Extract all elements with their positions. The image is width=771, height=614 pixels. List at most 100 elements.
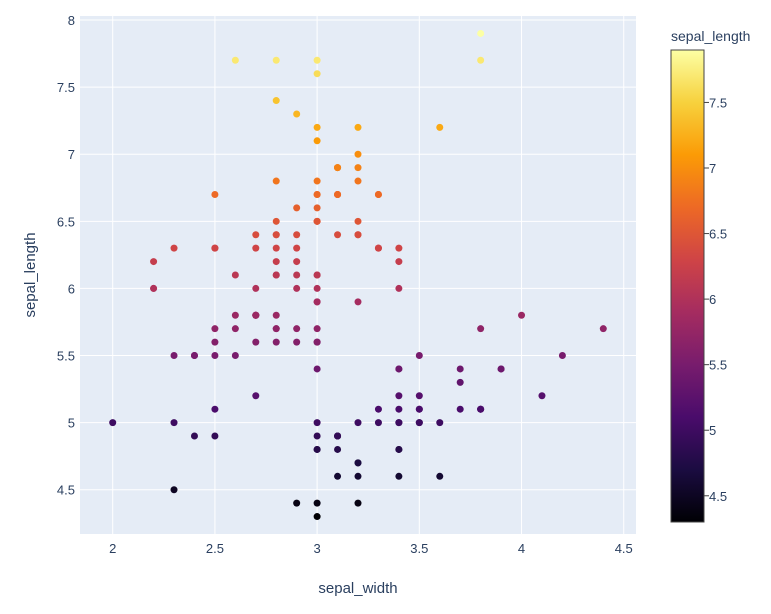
data-point[interactable]	[313, 217, 321, 225]
data-point[interactable]	[395, 258, 403, 266]
data-point[interactable]	[313, 445, 321, 453]
data-point[interactable]	[313, 56, 321, 64]
data-point[interactable]	[477, 405, 485, 413]
data-point[interactable]	[477, 56, 485, 64]
data-point[interactable]	[211, 352, 219, 360]
data-point[interactable]	[354, 499, 362, 507]
data-point[interactable]	[272, 271, 280, 279]
data-point[interactable]	[354, 472, 362, 480]
data-point[interactable]	[313, 284, 321, 292]
data-point[interactable]	[211, 405, 219, 413]
data-point[interactable]	[354, 231, 362, 239]
data-point[interactable]	[558, 352, 566, 360]
data-point[interactable]	[354, 419, 362, 427]
data-point[interactable]	[313, 432, 321, 440]
data-point[interactable]	[395, 244, 403, 252]
data-point[interactable]	[170, 352, 178, 360]
data-point[interactable]	[231, 352, 239, 360]
data-point[interactable]	[354, 150, 362, 158]
data-point[interactable]	[415, 405, 423, 413]
data-point[interactable]	[293, 271, 301, 279]
data-point[interactable]	[456, 365, 464, 373]
data-point[interactable]	[293, 244, 301, 252]
data-point[interactable]	[293, 231, 301, 239]
data-point[interactable]	[272, 217, 280, 225]
data-point[interactable]	[231, 56, 239, 64]
data-point[interactable]	[211, 432, 219, 440]
data-point[interactable]	[313, 419, 321, 427]
data-point[interactable]	[395, 445, 403, 453]
data-point[interactable]	[334, 472, 342, 480]
data-point[interactable]	[293, 338, 301, 346]
data-point[interactable]	[436, 419, 444, 427]
data-point[interactable]	[354, 217, 362, 225]
data-point[interactable]	[150, 284, 158, 292]
data-point[interactable]	[231, 271, 239, 279]
data-point[interactable]	[170, 486, 178, 494]
data-point[interactable]	[395, 392, 403, 400]
data-point[interactable]	[252, 311, 260, 319]
data-point[interactable]	[272, 97, 280, 105]
data-point[interactable]	[415, 352, 423, 360]
data-point[interactable]	[272, 244, 280, 252]
data-point[interactable]	[497, 365, 505, 373]
data-point[interactable]	[293, 258, 301, 266]
data-point[interactable]	[252, 244, 260, 252]
data-point[interactable]	[170, 419, 178, 427]
data-point[interactable]	[313, 204, 321, 212]
data-point[interactable]	[334, 432, 342, 440]
data-point[interactable]	[456, 378, 464, 386]
data-point[interactable]	[374, 419, 382, 427]
data-point[interactable]	[190, 432, 198, 440]
data-point[interactable]	[374, 190, 382, 198]
data-point[interactable]	[272, 231, 280, 239]
data-point[interactable]	[538, 392, 546, 400]
data-point[interactable]	[313, 325, 321, 333]
data-point[interactable]	[313, 271, 321, 279]
data-point[interactable]	[354, 177, 362, 185]
data-point[interactable]	[313, 137, 321, 145]
data-point[interactable]	[272, 311, 280, 319]
data-point[interactable]	[313, 499, 321, 507]
data-point[interactable]	[313, 190, 321, 198]
data-point[interactable]	[272, 177, 280, 185]
data-point[interactable]	[272, 56, 280, 64]
data-point[interactable]	[272, 338, 280, 346]
data-point[interactable]	[415, 392, 423, 400]
data-point[interactable]	[313, 365, 321, 373]
data-point[interactable]	[293, 204, 301, 212]
data-point[interactable]	[231, 311, 239, 319]
data-point[interactable]	[293, 325, 301, 333]
data-point[interactable]	[211, 338, 219, 346]
data-point[interactable]	[395, 405, 403, 413]
data-point[interactable]	[211, 190, 219, 198]
data-point[interactable]	[477, 29, 485, 37]
data-point[interactable]	[334, 190, 342, 198]
data-point[interactable]	[293, 499, 301, 507]
data-point[interactable]	[293, 284, 301, 292]
data-point[interactable]	[272, 325, 280, 333]
data-point[interactable]	[252, 392, 260, 400]
data-point[interactable]	[150, 258, 158, 266]
data-point[interactable]	[313, 177, 321, 185]
data-point[interactable]	[436, 472, 444, 480]
data-point[interactable]	[252, 231, 260, 239]
data-point[interactable]	[313, 123, 321, 131]
data-point[interactable]	[456, 405, 464, 413]
data-point[interactable]	[599, 325, 607, 333]
data-point[interactable]	[272, 258, 280, 266]
data-point[interactable]	[313, 298, 321, 306]
data-point[interactable]	[436, 123, 444, 131]
data-point[interactable]	[313, 338, 321, 346]
data-point[interactable]	[293, 110, 301, 118]
data-point[interactable]	[334, 231, 342, 239]
data-point[interactable]	[211, 244, 219, 252]
data-point[interactable]	[354, 459, 362, 467]
data-point[interactable]	[170, 244, 178, 252]
data-point[interactable]	[354, 298, 362, 306]
data-point[interactable]	[354, 164, 362, 172]
data-point[interactable]	[395, 419, 403, 427]
data-point[interactable]	[252, 338, 260, 346]
data-point[interactable]	[374, 405, 382, 413]
data-point[interactable]	[313, 513, 321, 521]
